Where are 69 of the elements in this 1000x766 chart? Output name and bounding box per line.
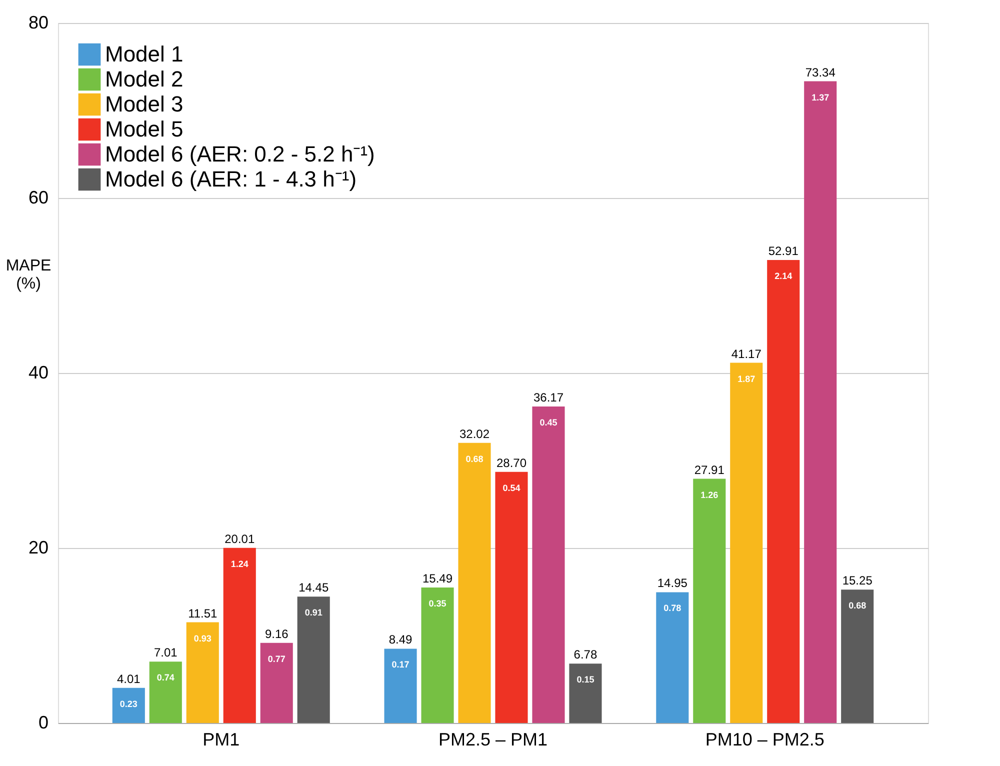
data-label: 15.49 [422,571,453,586]
x-tick-label: PM1 [202,730,240,750]
data-label: 9.16 [264,626,289,641]
bar [693,478,726,723]
y-tick-label: 80 [28,12,48,32]
annotation: 0.68 [466,454,484,464]
annotation: 0.91 [304,608,322,618]
bar [112,688,145,723]
data-label: 14.45 [298,580,329,595]
data-label: 27.91 [694,462,725,477]
legend-label: Model 1 [105,42,184,66]
bar [384,648,417,723]
y-tick-label: 20 [28,538,48,558]
data-label: 6.78 [574,648,598,662]
legend-label: Model 2 [105,66,184,92]
annotation: 0.78 [664,603,682,614]
annotation: 1.37 [812,92,830,102]
y-tick-label: 40 [28,362,48,382]
annotation: 0.15 [576,674,594,685]
bar [804,81,837,723]
annotation: 1.26 [700,490,718,500]
legend-label: Model 3 [105,92,184,116]
bar [656,592,689,723]
y-tick-label: 60 [28,188,48,208]
data-label: 11.51 [188,606,218,620]
data-label: 36.17 [533,390,564,405]
y-axis-title: MAPE (%) [6,258,52,292]
annotation: 0.77 [268,654,286,664]
legend-label: Model 5 [105,116,184,142]
annotation: 0.93 [194,633,212,644]
x-tick-label: PM2.5 – PM1 [438,730,548,750]
bar [495,472,528,723]
data-label: 32.02 [459,426,490,441]
data-label: 15.25 [842,574,873,588]
bar [569,664,602,723]
data-label: 20.01 [224,532,255,546]
data-label: 41.17 [731,346,762,361]
data-label: 73.34 [805,65,836,80]
bar [458,442,491,723]
annotation: 1.87 [738,374,756,384]
annotation: 0.54 [502,482,520,493]
bar [841,590,874,723]
bar [730,362,763,723]
bar [767,260,800,723]
bar [421,587,454,723]
data-label: 28.70 [496,456,527,470]
annotation: 0.23 [120,698,138,709]
bar [260,642,293,723]
annotation: 0.35 [428,598,446,608]
legend-label: Model 6 (AER: 0.2 - 5.2 h⁻¹) [105,142,375,166]
x-tick-label: PM10 – PM2.5 [705,730,824,750]
bar [186,622,219,723]
annotation: 0.45 [540,418,558,428]
data-label: 52.91 [768,244,799,258]
annotation: 0.68 [848,600,866,611]
data-label: 8.49 [388,632,413,647]
legend-label: Model 6 (AER: 1 - 4.3 h⁻¹) [105,166,357,192]
bar [149,662,182,723]
annotation: 0.17 [392,660,410,670]
data-label: 7.01 [154,646,178,660]
annotation: 2.14 [774,271,792,282]
bar [297,596,330,723]
annotation: 1.24 [230,558,248,569]
bar [223,548,256,723]
annotation: 0.74 [156,672,174,683]
bar [532,406,565,723]
data-label: 4.01 [116,672,141,686]
y-tick-label: 0 [38,712,48,732]
data-label: 14.95 [657,576,688,590]
